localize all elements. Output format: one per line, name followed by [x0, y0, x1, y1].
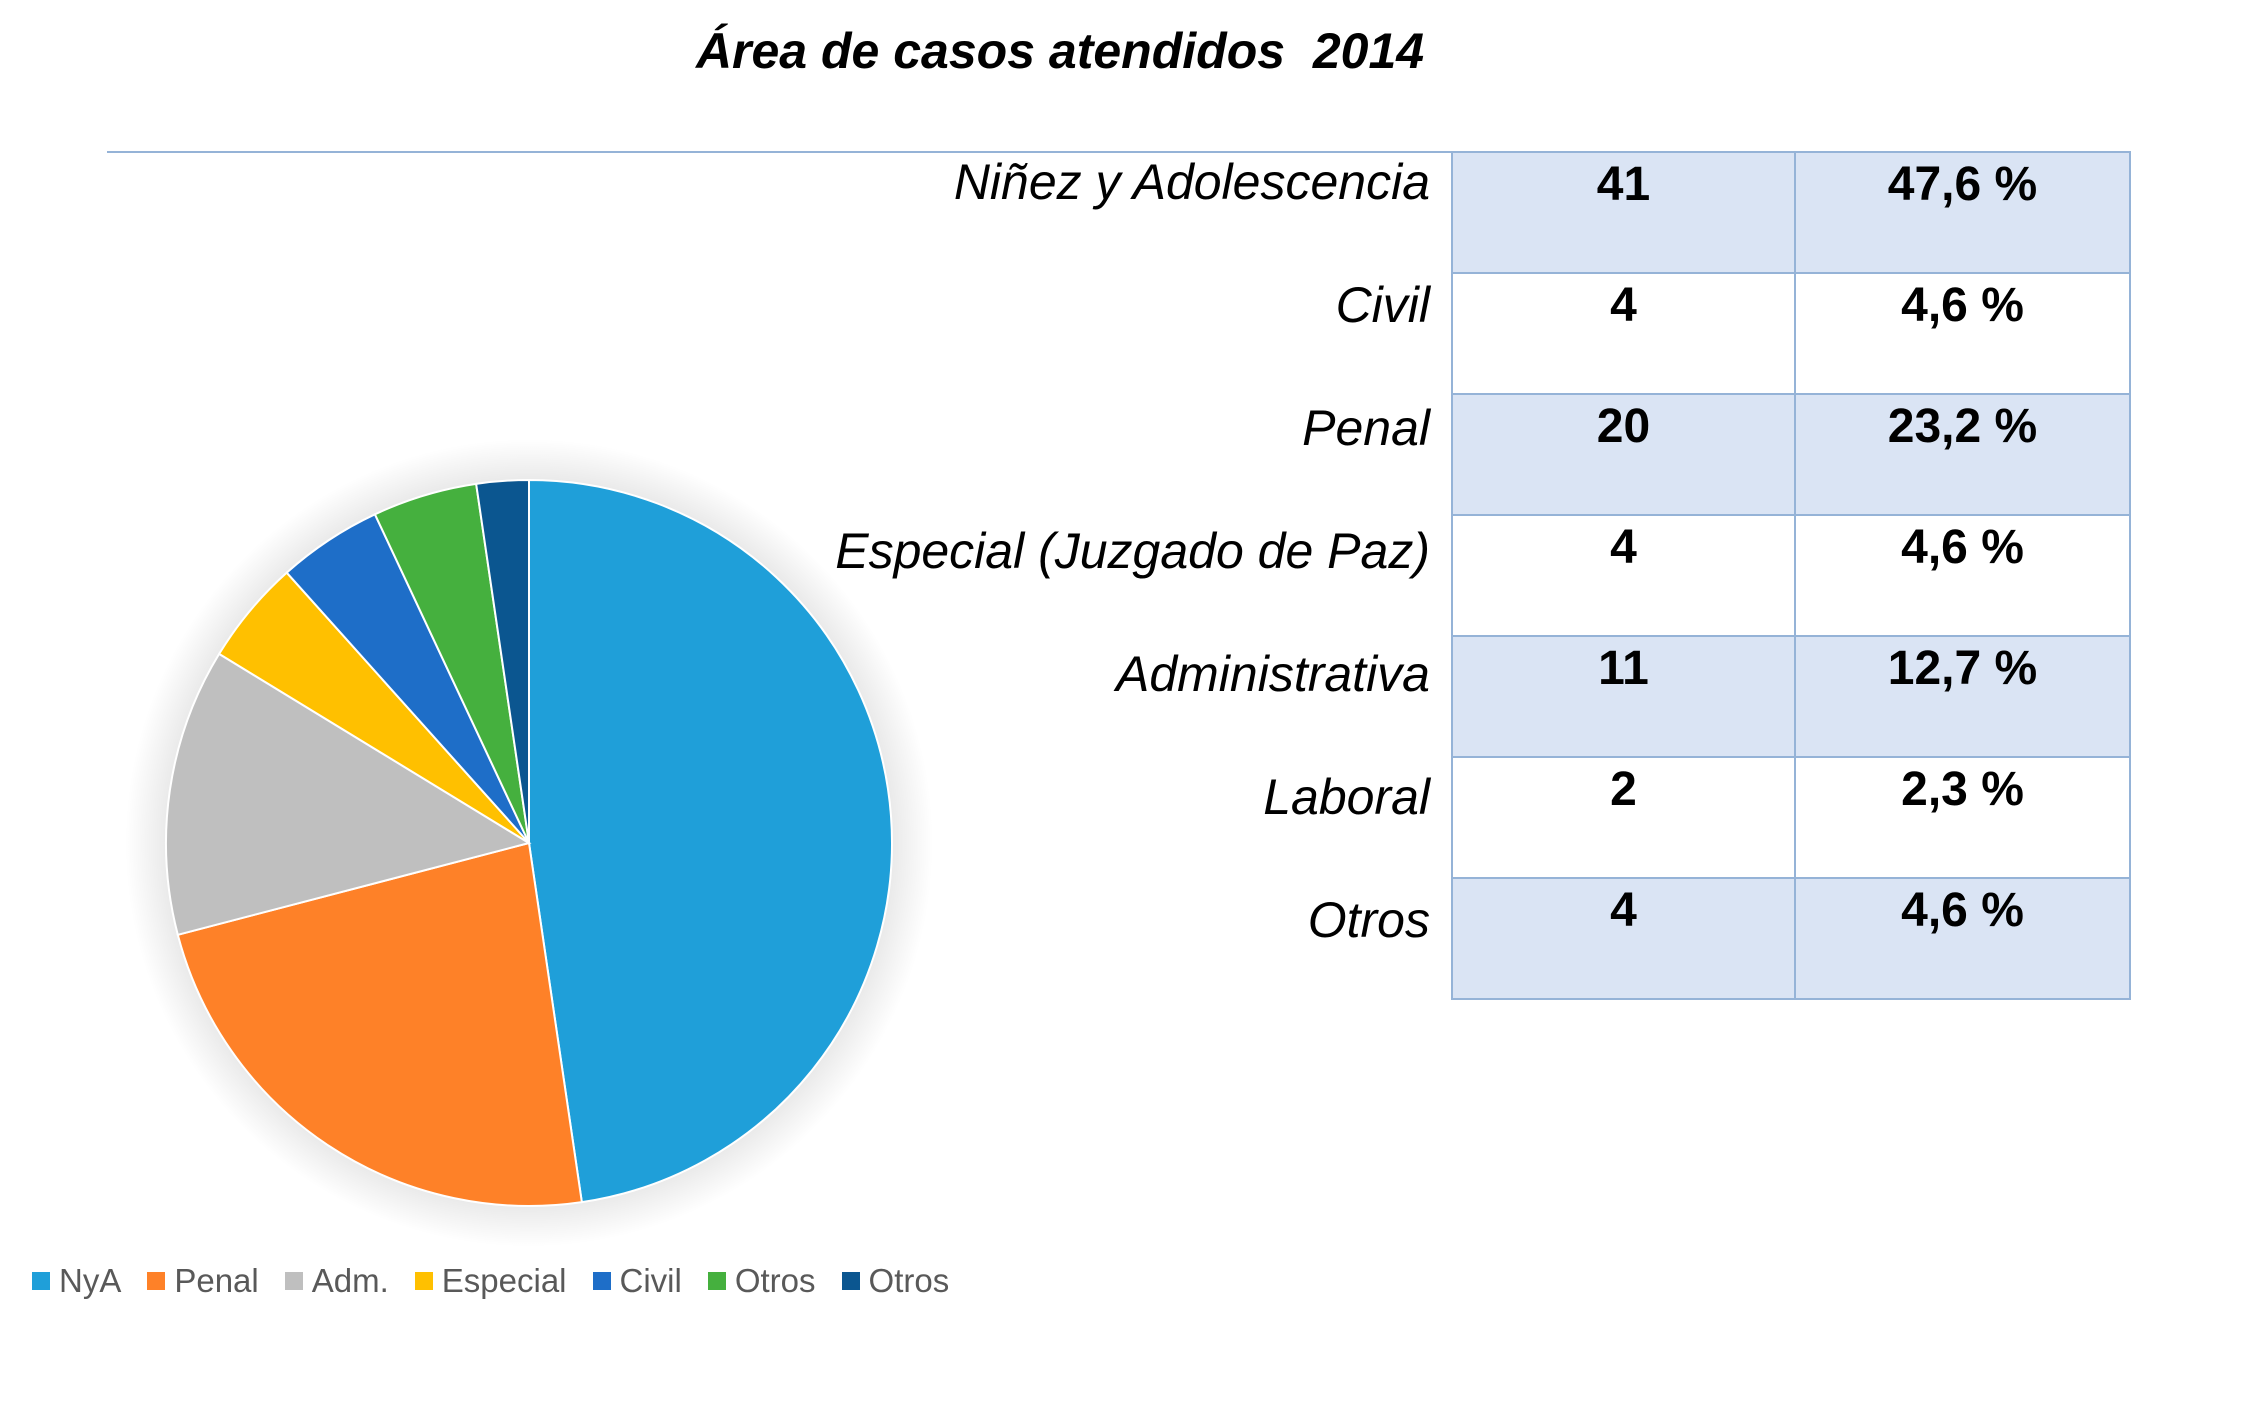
count-value: 41: [1596, 158, 1651, 211]
legend-swatch: [414, 1272, 433, 1290]
row-label: Otros: [1307, 892, 1430, 948]
legend-label: NyA: [59, 1262, 122, 1299]
row-label: Penal: [1302, 400, 1430, 456]
count-value: 4: [1610, 521, 1637, 574]
legend-label: Otros: [868, 1262, 950, 1299]
legend-item: Adm.: [284, 1262, 389, 1300]
table-row: 4 4,6 %: [1451, 272, 2131, 395]
percent-cell: 4,6 %: [1794, 272, 2131, 395]
percent-cell: 23,2 %: [1794, 393, 2131, 516]
count-value: 2: [1610, 763, 1637, 816]
pie-slice-1: [528, 478, 893, 1204]
count-value: 4: [1610, 279, 1637, 332]
legend-item: Otros: [841, 1262, 950, 1300]
count-cell: 4: [1451, 514, 1796, 637]
percent-value: 2,3 %: [1901, 763, 2024, 816]
legend-swatch: [284, 1272, 303, 1290]
row-label: Especial (Juzgado de Paz): [835, 523, 1430, 579]
row-label: Laboral: [1263, 769, 1430, 825]
percent-cell: 4,6 %: [1794, 877, 2131, 1000]
percent-value: 47,6 %: [1887, 158, 2038, 211]
percent-value: 4,6 %: [1901, 279, 2024, 332]
count-cell: 11: [1451, 635, 1796, 758]
row-label: Administrativa: [1116, 646, 1430, 702]
chart-legend: NyA Penal Adm. Especial Civil Otros Otros: [32, 1262, 975, 1300]
legend-item: Otros: [707, 1262, 816, 1300]
count-value: 4: [1610, 884, 1637, 937]
legend-item: Civil: [592, 1262, 682, 1300]
cases-table: 41 47,6 % 4 4,6 % 20 23,2 % 4 4,6 % 11 1…: [1451, 151, 2131, 1000]
pie-slice-7: [475, 478, 530, 844]
percent-value: 12,7 %: [1887, 642, 2038, 695]
table-row: 2 2,3 %: [1451, 756, 2131, 879]
pie-slice-3: [165, 652, 532, 937]
count-cell: 2: [1451, 756, 1796, 879]
row-label: Niñez y Adolescencia: [953, 154, 1430, 210]
row-label: Civil: [1335, 277, 1430, 333]
count-cell: 20: [1451, 393, 1796, 516]
percent-cell: 47,6 %: [1794, 151, 2131, 274]
table-top-line: [107, 151, 1452, 153]
percent-value: 4,6 %: [1901, 521, 2024, 574]
page-title: Área de casos atendidos 2014: [695, 23, 1425, 79]
legend-label: Especial: [441, 1262, 567, 1299]
pie-slices: [165, 478, 893, 1207]
legend-item: Penal: [147, 1262, 259, 1300]
count-value: 20: [1596, 400, 1651, 453]
count-cell: 41: [1451, 151, 1796, 274]
percent-value: 23,2 %: [1887, 400, 2038, 453]
table-row: 20 23,2 %: [1451, 393, 2131, 516]
legend-swatch: [32, 1272, 50, 1290]
percent-cell: 4,6 %: [1794, 514, 2131, 637]
table-row: 4 4,6 %: [1451, 514, 2131, 637]
percent-cell: 12,7 %: [1794, 635, 2131, 758]
percent-value: 4,6 %: [1901, 884, 2024, 937]
percent-cell: 2,3 %: [1794, 756, 2131, 879]
pie-slice-2: [176, 841, 583, 1207]
table-row: 41 47,6 %: [1451, 151, 2131, 274]
legend-swatch: [707, 1272, 726, 1290]
legend-label: Civil: [619, 1262, 682, 1299]
legend-label: Adm.: [311, 1262, 389, 1299]
legend-label: Otros: [734, 1262, 816, 1299]
legend-item: Especial: [414, 1262, 567, 1300]
count-value: 11: [1598, 642, 1649, 695]
count-cell: 4: [1451, 877, 1796, 1000]
legend-swatch: [841, 1272, 860, 1290]
table-row: 11 12,7 %: [1451, 635, 2131, 758]
count-cell: 4: [1451, 272, 1796, 395]
legend-item: NyA: [32, 1262, 121, 1300]
table-row: 4 4,6 %: [1451, 877, 2131, 1000]
legend-label: Penal: [174, 1262, 259, 1299]
legend-swatch: [592, 1272, 611, 1290]
legend-swatch: [147, 1272, 166, 1290]
